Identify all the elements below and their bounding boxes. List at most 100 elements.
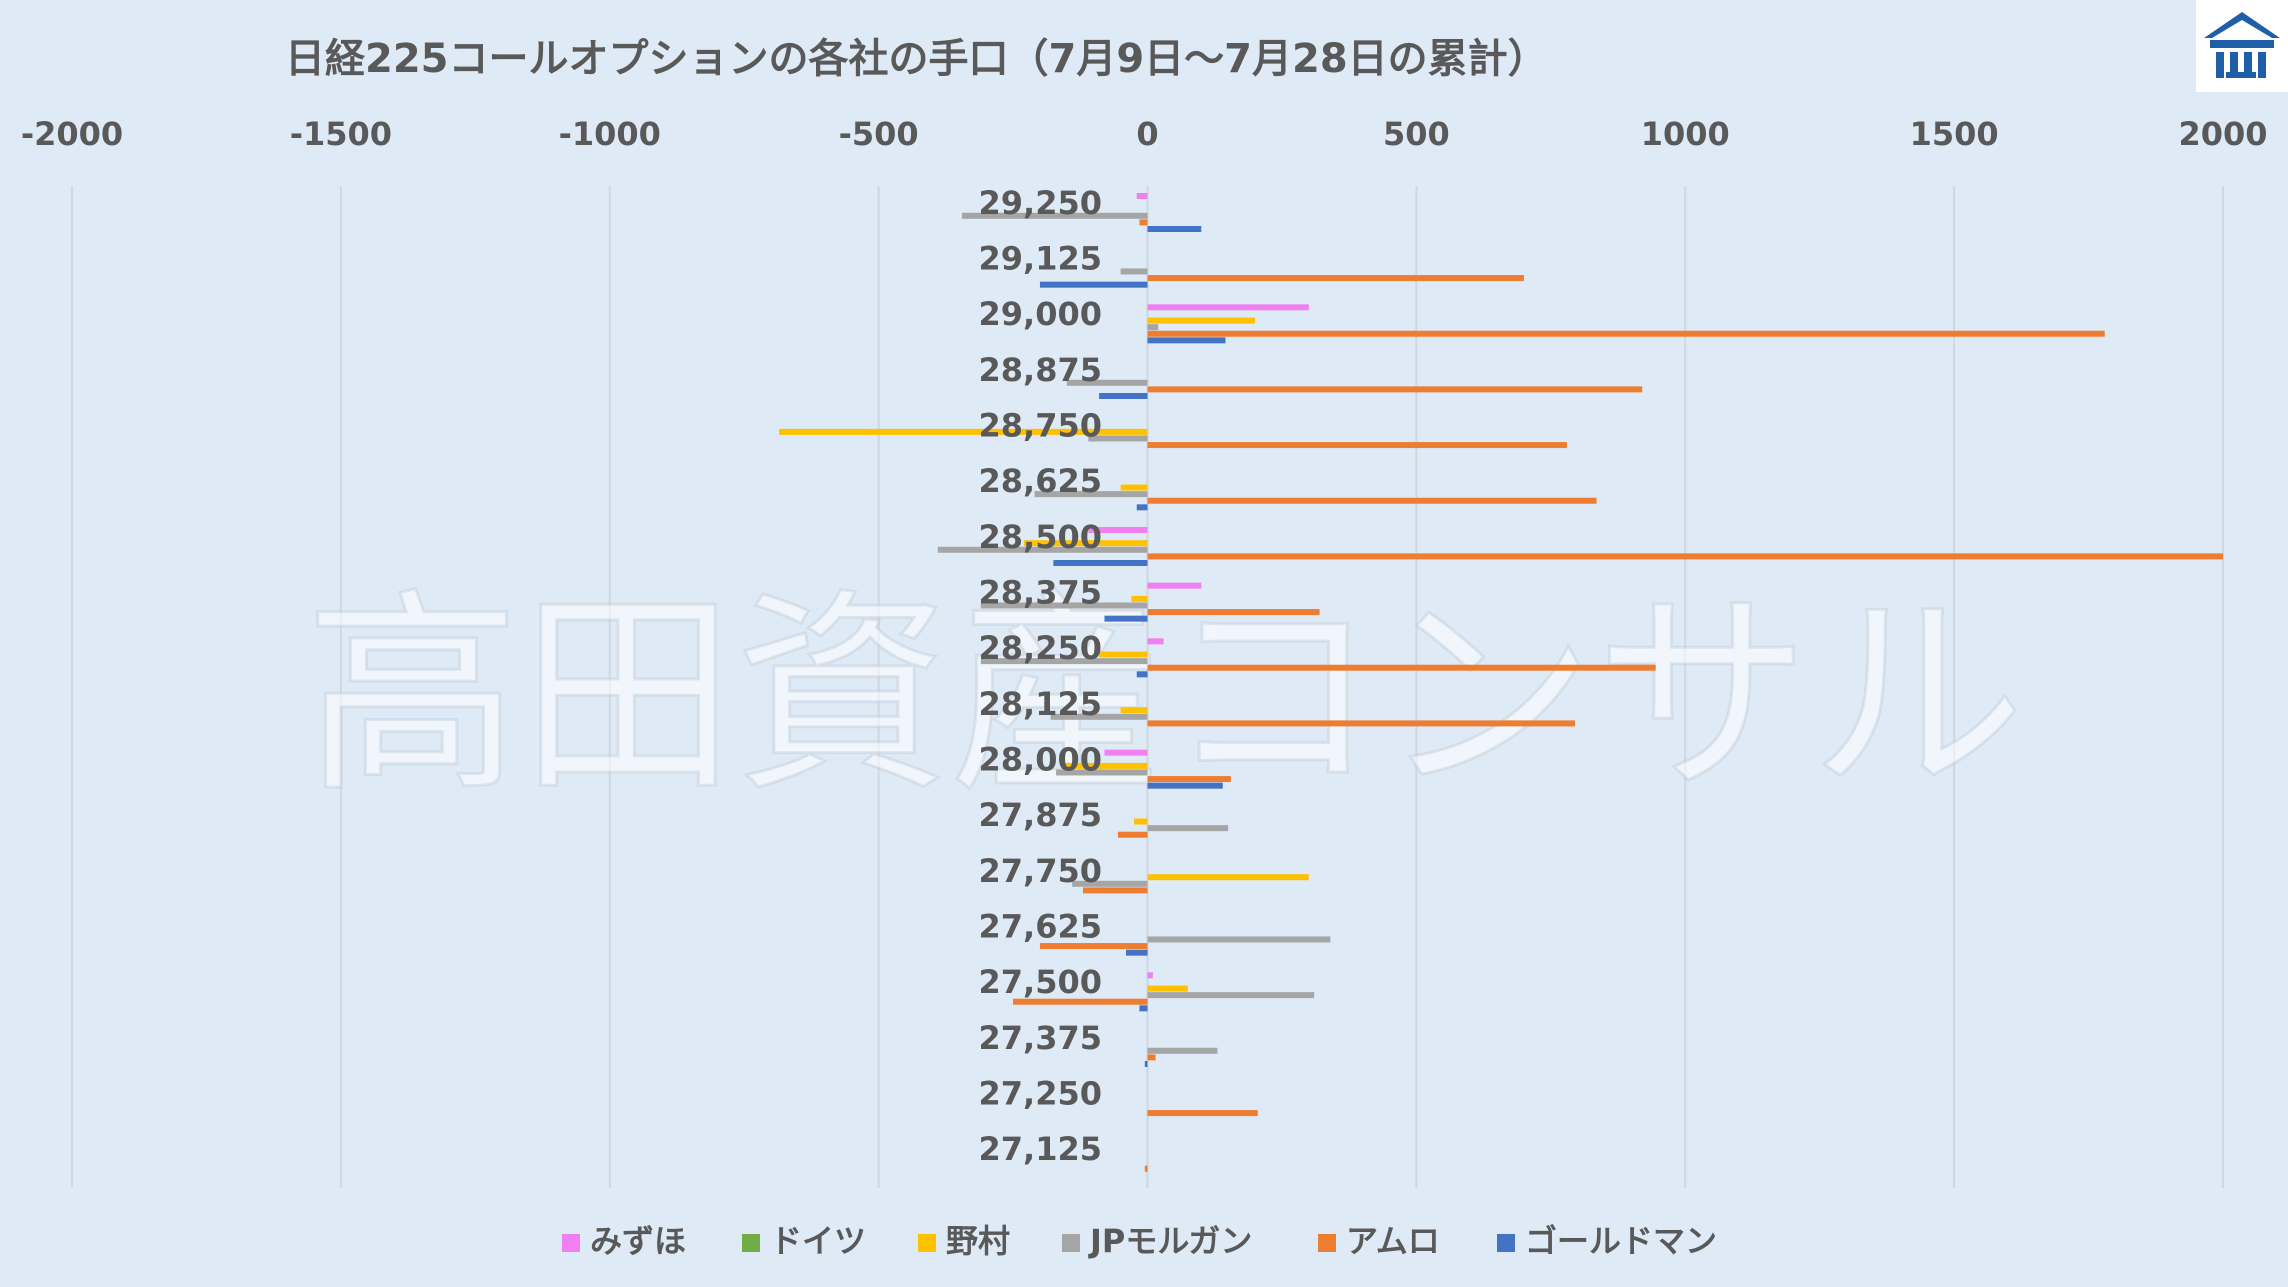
bars [779,193,2223,1172]
category-label: 28,625 [979,462,1102,500]
legend-label: JPモルガン [1088,1222,1252,1260]
bar-6-15 [1139,1005,1148,1012]
bar-6-4 [1099,393,1148,399]
bar-5-17 [1147,1110,1258,1117]
bar-4-16 [1147,1047,1218,1054]
bar-6-11 [1147,782,1223,789]
bar-3-12 [1134,818,1148,825]
bar-6-14 [1125,949,1148,956]
bar-5-14 [1039,943,1148,950]
bar-6-7 [1053,560,1148,566]
bar-4-12 [1147,825,1229,832]
x-axis-ticks: -2000 -1500 -1000 -500 0 500 1000 1500 2000 [21,115,2268,153]
gridlines [71,186,2224,1188]
bar-4-3 [1147,324,1159,331]
bar-4-14 [1147,936,1331,943]
x-tick-label: -1500 [290,115,392,153]
bar-1-9 [1147,638,1164,645]
bar-1-15 [1147,972,1153,979]
bar-5-16 [1147,1054,1156,1061]
bar-4-7 [937,546,1148,553]
x-tick-label: 1500 [1910,115,1999,153]
bar-6-6 [1136,504,1148,511]
category-label: 28,375 [979,574,1102,612]
bar-6-2 [1039,281,1148,288]
bar-3-7 [1023,540,1148,547]
bar-6-3 [1147,337,1226,344]
legend-label: ゴールドマン [1525,1222,1717,1260]
category-label: 28,250 [979,629,1102,667]
legend-label: ドイツ [770,1222,866,1260]
category-label: 28,125 [979,685,1102,723]
bar-1-7 [1088,527,1148,533]
category-label: 29,250 [979,184,1102,222]
category-label: 29,125 [979,240,1102,278]
bar-4-15 [1147,992,1315,999]
bar-6-1 [1147,226,1202,232]
bar-6-16 [1144,1061,1148,1067]
bar-5-12 [1117,831,1148,838]
category-label: 27,500 [979,963,1102,1001]
bar-3-8 [1131,595,1148,602]
bar-3-6 [1120,484,1148,491]
legend-label: みずほ [590,1222,686,1260]
bar-5-15 [1013,998,1148,1005]
bar-4-11 [1056,769,1148,776]
bar-3-15 [1147,985,1188,992]
x-tick-label: -2000 [21,115,123,153]
category-labels: 29,250 29,125 29,000 28,875 28,750 28,625 28,5… [979,184,1102,1168]
legend-swatch [562,1234,580,1252]
category-label: 28,000 [979,741,1102,779]
bar-5-4 [1147,386,1643,393]
category-label: 28,750 [979,407,1102,445]
bar-5-3 [1147,330,2105,337]
legend-swatch [742,1234,760,1252]
bar-3-5 [779,428,1148,435]
bar-5-10 [1147,720,1576,727]
bar-3-11 [1061,762,1148,769]
bar-5-13 [1082,887,1148,894]
legend-swatch [1497,1234,1515,1252]
category-label: 27,625 [979,908,1102,946]
x-tick-label: 2000 [2178,115,2267,153]
bar-1-8 [1147,582,1202,589]
chart-title: 日経225コールオプションの各社の手口（7月9日～7月28日の累計） [285,36,1548,82]
bar-4-5 [1088,435,1148,442]
bar-1-1 [1136,193,1148,199]
bar-1-3 [1147,304,1309,311]
bar-3-3 [1147,317,1256,324]
x-tick-label: 1000 [1641,115,1730,153]
x-tick-label: 500 [1383,115,1450,153]
bar-1-11 [1104,749,1148,756]
category-label: 27,250 [979,1075,1102,1113]
bar-5-18 [1144,1165,1148,1172]
legend: みずほ ドイツ 野村 JPモルガン アムロ ゴールドマン [562,1222,1717,1260]
bar-5-5 [1147,442,1567,449]
legend-swatch [918,1234,936,1252]
bar-6-8 [1104,615,1148,622]
category-label: 27,875 [979,796,1102,834]
bar-5-9 [1147,664,1656,671]
bar-3-13 [1147,874,1309,881]
legend-label: 野村 [946,1222,1010,1260]
bar-4-13 [1072,880,1148,887]
category-label: 28,875 [979,351,1102,389]
bar-5-2 [1147,275,1524,282]
bar-5-8 [1147,609,1320,616]
bar-6-9 [1136,671,1148,678]
category-label: 28,500 [979,518,1102,556]
legend-swatch [1318,1234,1336,1252]
bar-4-9 [980,658,1148,665]
bar-3-9 [1099,651,1148,658]
category-label: 27,125 [979,1130,1102,1168]
bar-3-10 [1120,707,1148,714]
legend-label: アムロ [1346,1222,1440,1260]
bar-4-1 [961,212,1148,219]
category-label: 27,375 [979,1019,1102,1057]
bar-4-10 [1050,713,1148,720]
takata-shisan-logo-icon [2196,0,2288,92]
bar-5-11 [1147,776,1231,783]
legend-swatch [1062,1234,1080,1252]
category-label: 29,000 [979,295,1102,333]
